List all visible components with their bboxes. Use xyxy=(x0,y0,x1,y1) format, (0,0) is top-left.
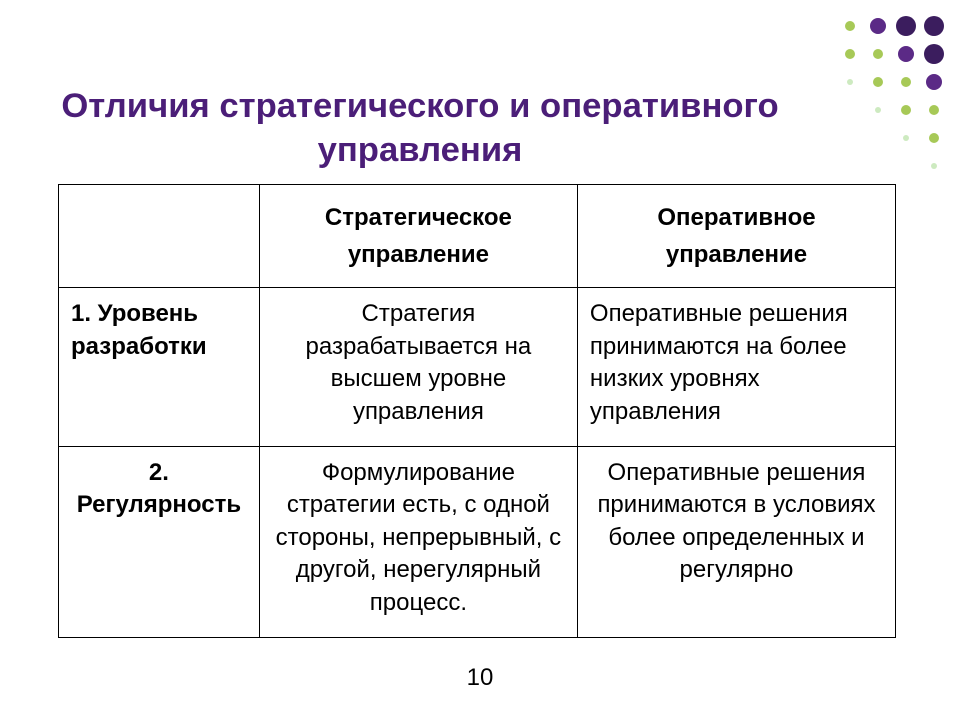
decor-dot xyxy=(870,18,886,34)
decor-dot xyxy=(873,49,883,59)
decor-dot xyxy=(931,163,937,169)
comparison-table: Стратегическое управление Оперативное уп… xyxy=(58,184,896,638)
decor-dot xyxy=(901,77,911,87)
cell-strategic: Стратегия разрабатывается на высшем уров… xyxy=(259,288,577,447)
decor-dot xyxy=(926,74,942,90)
row-label: 2. Регулярность xyxy=(59,446,260,637)
decor-dot xyxy=(896,16,916,36)
decor-dot xyxy=(924,44,944,64)
cell-operational: Оперативные решения принимаются на более… xyxy=(577,288,895,447)
decor-dot xyxy=(929,133,939,143)
decor-dot xyxy=(845,49,855,59)
table-row: 1. Уровень разработкиСтратегия разрабаты… xyxy=(59,288,896,447)
decorative-dot-grid xyxy=(832,8,952,184)
decor-dot xyxy=(903,135,909,141)
decor-dot xyxy=(929,105,939,115)
table-header-strategic: Стратегическое управление xyxy=(259,185,577,288)
table-row: 2. РегулярностьФормулирование стратегии … xyxy=(59,446,896,637)
decor-dot xyxy=(898,46,914,62)
cell-strategic: Формулирование стратегии есть, с одной с… xyxy=(259,446,577,637)
cell-operational: Оперативные решения принимаются в услови… xyxy=(577,446,895,637)
decor-dot xyxy=(847,79,853,85)
decor-dot xyxy=(845,21,855,31)
table-header-row: Стратегическое управление Оперативное уп… xyxy=(59,185,896,288)
decor-dot xyxy=(901,105,911,115)
slide-title: Отличия стратегического и оперативного у… xyxy=(60,85,780,172)
comparison-table-wrap: Стратегическое управление Оперативное уп… xyxy=(58,184,896,638)
table-header-operational: Оперативное управление xyxy=(577,185,895,288)
decor-dot xyxy=(924,16,944,36)
table-header-empty xyxy=(59,185,260,288)
row-label: 1. Уровень разработки xyxy=(59,288,260,447)
slide: Отличия стратегического и оперативного у… xyxy=(0,0,960,720)
decor-dot xyxy=(873,77,883,87)
decor-dot xyxy=(875,107,881,113)
page-number: 10 xyxy=(0,664,960,692)
